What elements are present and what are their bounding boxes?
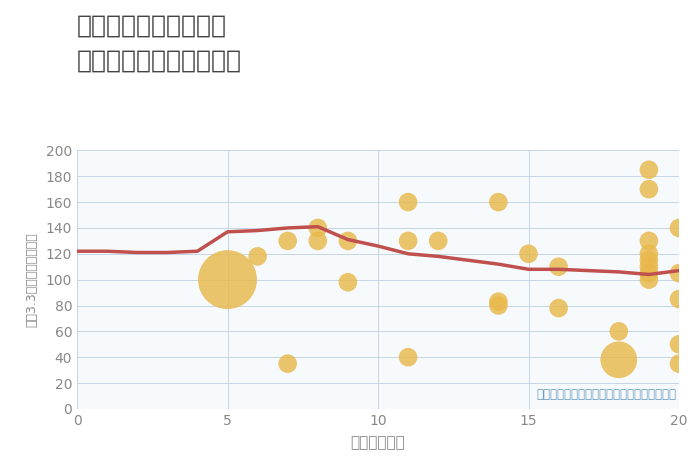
Point <box>673 360 685 368</box>
Point <box>312 224 323 232</box>
Point <box>643 250 655 258</box>
Point <box>673 295 685 303</box>
Point <box>282 360 293 368</box>
Point <box>493 302 504 309</box>
Point <box>643 263 655 271</box>
Point <box>613 356 624 364</box>
Point <box>493 198 504 206</box>
Point <box>643 237 655 244</box>
Point <box>643 257 655 264</box>
Y-axis label: 坪（3.3㎡）単価（万円）: 坪（3.3㎡）単価（万円） <box>26 232 38 327</box>
Point <box>643 166 655 173</box>
Point <box>433 237 444 244</box>
Point <box>553 263 564 271</box>
Point <box>222 276 233 283</box>
Point <box>553 305 564 312</box>
Point <box>342 278 354 286</box>
Point <box>402 198 414 206</box>
Point <box>673 269 685 277</box>
Point <box>252 253 263 260</box>
Point <box>312 237 323 244</box>
Point <box>282 237 293 244</box>
Point <box>613 328 624 335</box>
Point <box>523 250 534 258</box>
Point <box>643 185 655 193</box>
Point <box>643 276 655 283</box>
Point <box>402 353 414 361</box>
Point <box>493 298 504 306</box>
Point <box>402 237 414 244</box>
Text: 愛知県日進市梅森町の
駅距離別中古戸建て価格: 愛知県日進市梅森町の 駅距離別中古戸建て価格 <box>77 14 242 72</box>
Point <box>643 269 655 277</box>
Text: 円の大きさは、取引のあった物件面積を示す: 円の大きさは、取引のあった物件面積を示す <box>536 388 676 401</box>
Point <box>673 224 685 232</box>
Point <box>673 340 685 348</box>
Point <box>342 237 354 244</box>
X-axis label: 駅距離（分）: 駅距離（分） <box>351 435 405 450</box>
